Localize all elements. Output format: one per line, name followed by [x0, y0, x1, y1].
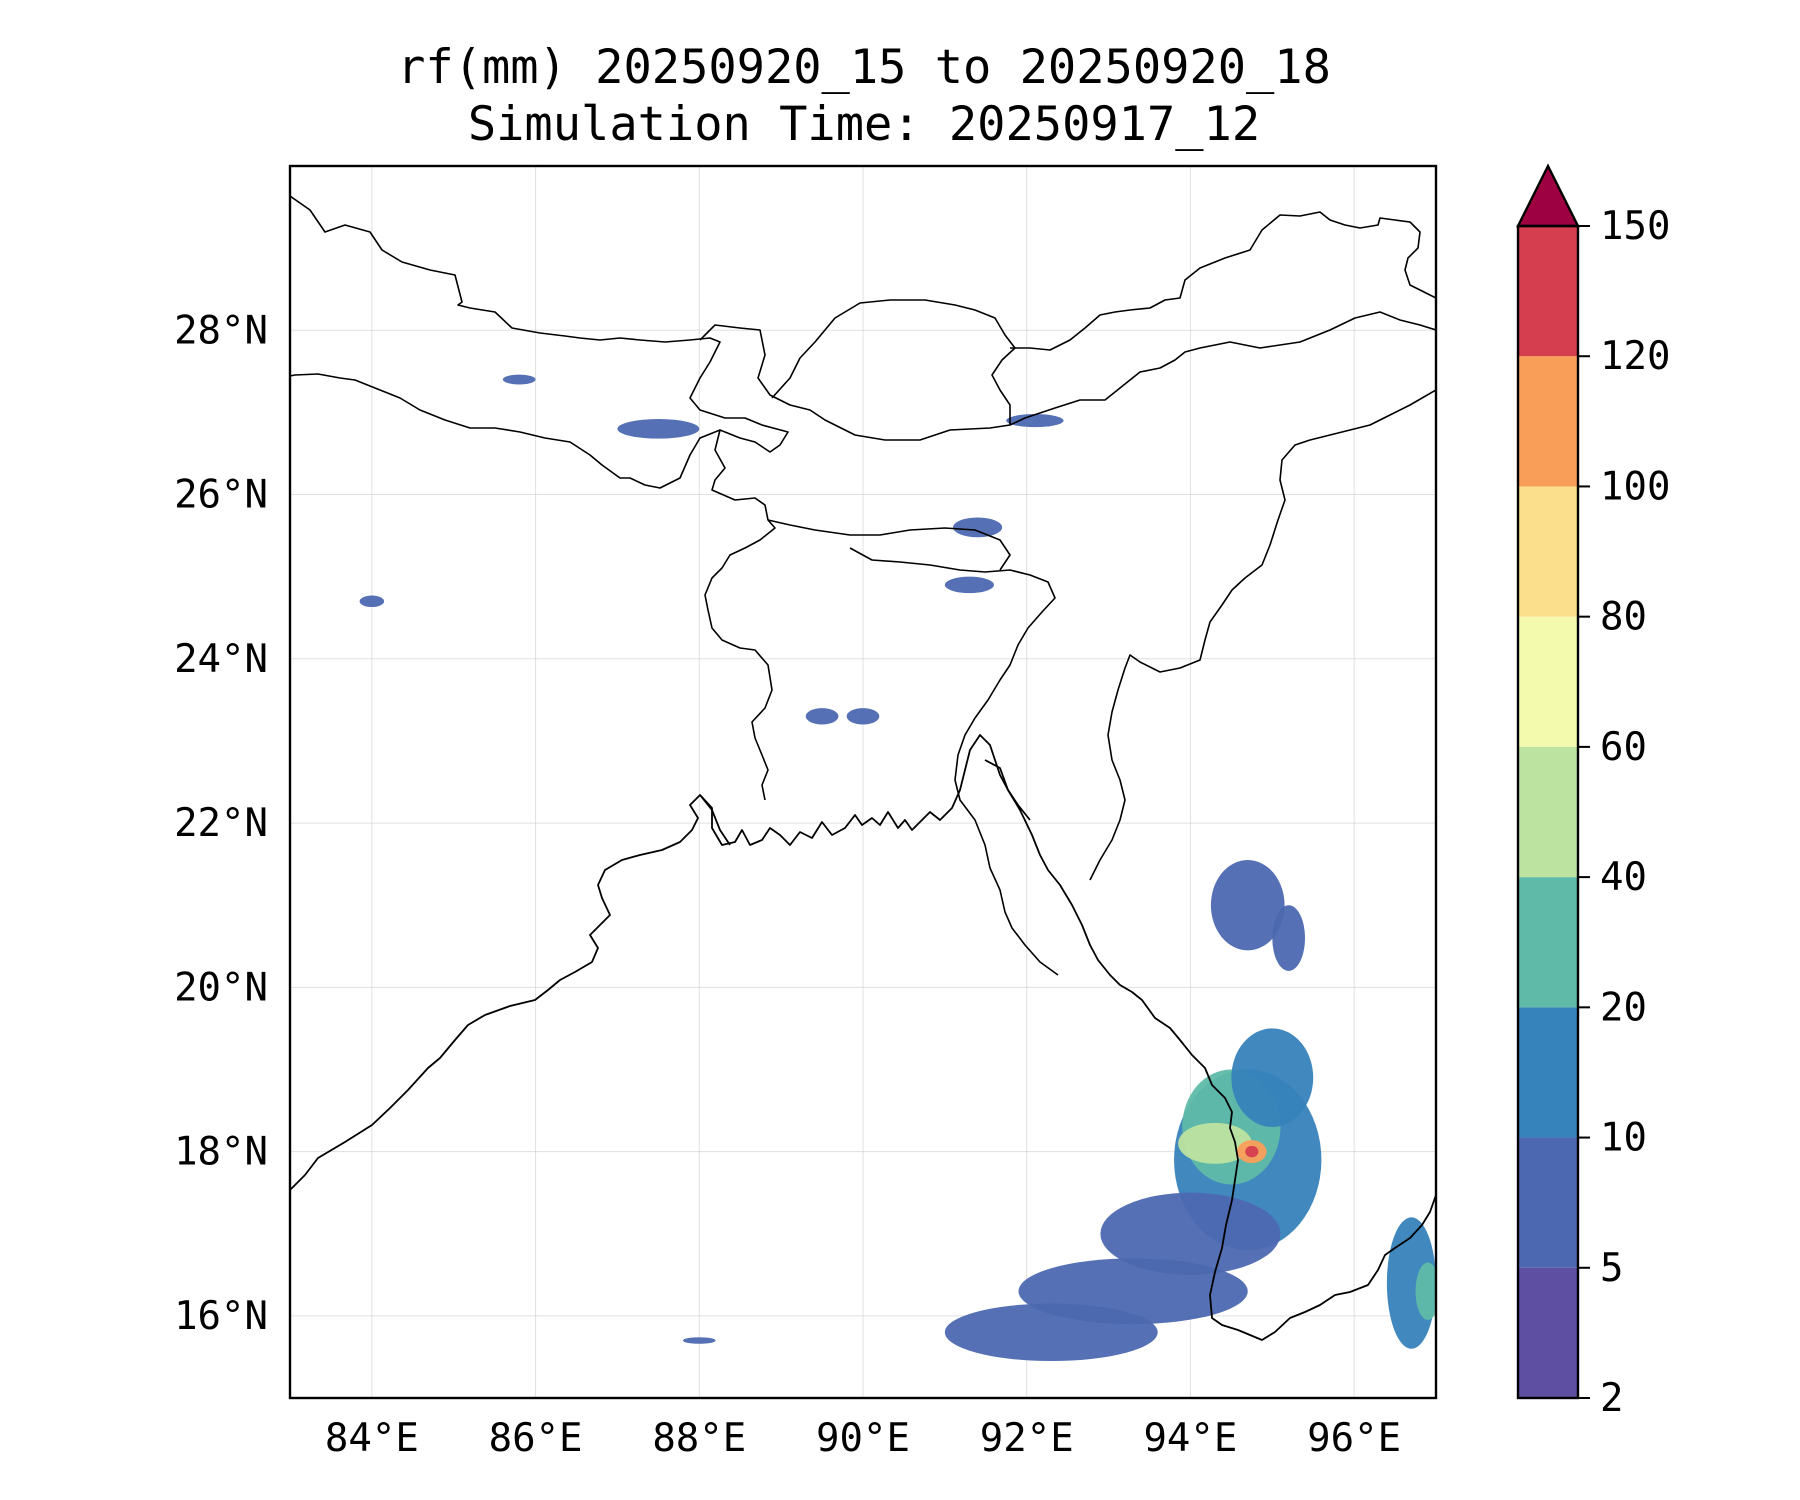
figure-title-line2: Simulation Time: 20250917_12	[468, 97, 1260, 152]
rain-cell	[1100, 1192, 1281, 1275]
lon-tick-label: 96°E	[1307, 1416, 1401, 1461]
colorbar-frame	[1516, 224, 1580, 1400]
colorbar-segment	[1518, 616, 1578, 747]
rain-cell	[502, 374, 536, 385]
lon-tick-label: 86°E	[489, 1416, 583, 1461]
border-arunachal	[1010, 211, 1436, 351]
lat-tick-label: 18°N	[174, 1130, 268, 1175]
rain-cell	[617, 418, 700, 439]
rain-cell	[1245, 1145, 1259, 1158]
rain-cell	[944, 576, 994, 594]
rain-cell	[944, 1303, 1158, 1362]
lat-tick-label: 16°N	[174, 1294, 268, 1339]
colorbar-segment	[1518, 746, 1578, 878]
colorbar-segment	[1518, 226, 1578, 357]
border-meghalaya	[767, 519, 1011, 571]
lon-tick-label: 94°E	[1143, 1416, 1237, 1461]
lat-tick-label: 20°N	[174, 965, 268, 1010]
colorbar-tick-label: 20	[1600, 985, 1647, 1030]
lon-tick-label: 84°E	[325, 1416, 419, 1461]
colorbar-tick-label: 80	[1600, 595, 1647, 640]
border-bangladesh-west	[704, 429, 776, 801]
rain-cell	[1178, 1122, 1252, 1164]
border-india-northeast	[1009, 311, 1436, 426]
rain-cell	[359, 595, 385, 608]
map-panel: 84°E 86°E 88°E 90°E 92°E 94°E 96°E 16°N 18°N 20°…	[174, 164, 1438, 1461]
rain-cell	[953, 517, 1003, 538]
coastline-delta	[699, 734, 1031, 846]
figure-title-line1: rf(mm) 20250920_15 to 20250920_18	[397, 40, 1331, 95]
rain-cell	[1272, 905, 1306, 971]
colorbar-extend-max	[1516, 163, 1580, 228]
gridlines	[290, 166, 1436, 1398]
lat-tick-label: 22°N	[174, 801, 268, 846]
coastline-myanmar	[984, 759, 1436, 1341]
colorbar-segment	[1518, 1007, 1578, 1138]
colorbar: 2 5 10 20 40 60 80 100 120 150	[1516, 163, 1670, 1421]
lat-tick-label: 28°N	[174, 308, 268, 353]
rain-cell	[1415, 1262, 1436, 1320]
border-nepal	[290, 195, 789, 489]
rainfall-field	[359, 374, 1436, 1362]
colorbar-tick-label: 10	[1600, 1116, 1647, 1161]
rain-cell	[805, 708, 839, 725]
coastline-india-east	[290, 794, 731, 1191]
lon-tick-label: 90°E	[816, 1416, 910, 1461]
rain-cell	[1006, 414, 1064, 428]
rain-cell	[682, 1337, 716, 1344]
colorbar-tick-label: 60	[1600, 725, 1647, 770]
border-sikkim-bhutan	[699, 299, 1016, 441]
colorbar-tick-label: 150	[1600, 204, 1670, 249]
rain-cell	[1210, 860, 1285, 951]
lon-tick-label: 92°E	[980, 1416, 1074, 1461]
colorbar-tick-label: 100	[1600, 464, 1670, 509]
colorbar-segment	[1518, 1267, 1578, 1398]
map-frame	[288, 164, 1438, 1400]
colorbar-segment	[1518, 1137, 1578, 1268]
border-myanmar-india	[1089, 389, 1436, 881]
colorbar-tick-label: 40	[1600, 855, 1647, 900]
latitude-ticks: 16°N 18°N 20°N 22°N 24°N 26°N 28°N	[174, 308, 268, 1339]
colorbar-segment	[1518, 486, 1578, 617]
border-bangladesh-east	[849, 547, 1059, 976]
colorbar-tick-label: 2	[1600, 1376, 1623, 1421]
coastline-and-borders	[290, 195, 1436, 1341]
colorbar-segment	[1518, 356, 1578, 487]
lon-tick-label: 88°E	[652, 1416, 746, 1461]
colorbar-tick-label: 120	[1600, 334, 1670, 379]
rain-cell	[1231, 1028, 1314, 1127]
lat-tick-label: 24°N	[174, 637, 268, 682]
lat-tick-label: 26°N	[174, 473, 268, 518]
colorbar-segment	[1518, 877, 1578, 1008]
colorbar-tick-label: 5	[1600, 1246, 1623, 1291]
longitude-ticks: 84°E 86°E 88°E 90°E 92°E 94°E 96°E	[325, 1416, 1401, 1461]
rain-cell	[846, 708, 880, 725]
